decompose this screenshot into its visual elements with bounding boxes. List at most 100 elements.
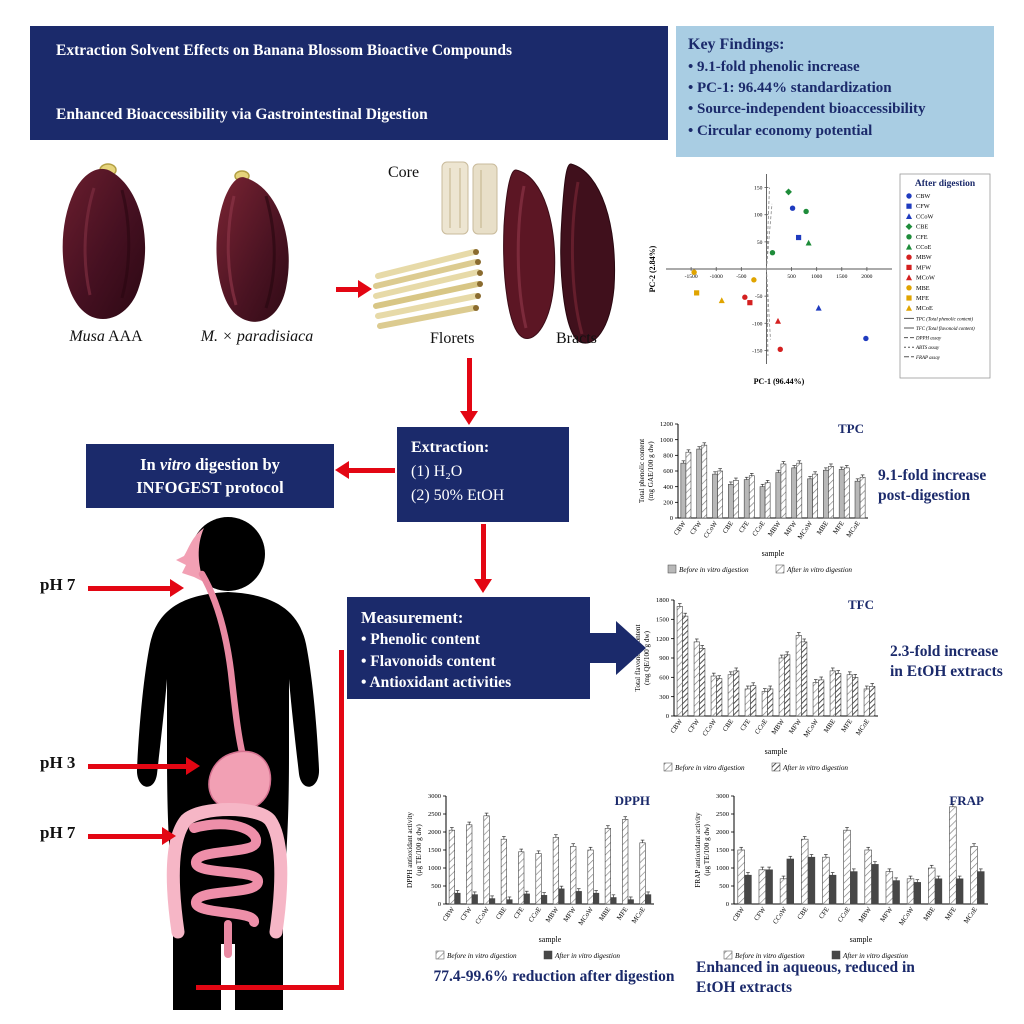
svg-text:1000: 1000 bbox=[811, 274, 822, 280]
svg-text:MFW: MFW bbox=[563, 906, 578, 924]
svg-text:MFE: MFE bbox=[916, 295, 929, 302]
svg-text:After digestion: After digestion bbox=[915, 179, 976, 189]
ph-stomach-text: pH 3 bbox=[40, 753, 76, 772]
svg-text:MBW: MBW bbox=[858, 906, 874, 924]
ph-mouth-text: pH 7 bbox=[40, 575, 76, 594]
pca-chart: -1500 -1000 -500 500 1000 1500 2000 -150 -100 -50… bbox=[646, 168, 996, 390]
musa-italic: Musa bbox=[69, 328, 105, 345]
svg-text:1500: 1500 bbox=[428, 847, 441, 854]
extraction-item-etoh: (2) 50% EtOH bbox=[411, 487, 505, 504]
svg-text:2000: 2000 bbox=[428, 829, 441, 836]
digestion-box: In vitro digestion by INFOGEST protocol bbox=[86, 444, 334, 508]
svg-text:MBE: MBE bbox=[923, 906, 937, 922]
digestion-post: digestion by bbox=[190, 454, 280, 474]
svg-text:FRAP antioxidant activity: FRAP antioxidant activity bbox=[694, 812, 702, 888]
svg-text:MCoE: MCoE bbox=[855, 718, 871, 737]
extraction-item-water: (1) H₂O bbox=[411, 463, 463, 480]
svg-text:CBW: CBW bbox=[442, 906, 457, 923]
frap-chart: 0 500 1000 1500 2000 2500 3000 CBW CFW CCoW CBE CFE… bbox=[692, 780, 994, 964]
key-finding-item: • Source-independent bioaccessibility bbox=[688, 101, 926, 118]
svg-text:TFC (Total flavonoid content): TFC (Total flavonoid content) bbox=[916, 327, 975, 332]
svg-text:FRAP: FRAP bbox=[949, 793, 984, 808]
specimen-label-musa-aaa: Musa AAA bbox=[36, 328, 176, 346]
svg-text:100: 100 bbox=[754, 213, 763, 219]
svg-text:3000: 3000 bbox=[428, 793, 441, 800]
svg-text:CCoW: CCoW bbox=[772, 906, 789, 926]
dpph-annotation-text: 77.4-99.6% reduction after digestion bbox=[433, 968, 675, 985]
svg-text:MCoW: MCoW bbox=[797, 520, 815, 541]
florets-text: Florets bbox=[430, 330, 475, 347]
svg-text:3000: 3000 bbox=[716, 793, 729, 800]
svg-text:CCoE: CCoE bbox=[916, 244, 932, 251]
title-line-2: Enhanced Bioaccessibility via Gastrointe… bbox=[56, 106, 428, 123]
parts-to-extraction-arrow bbox=[467, 358, 472, 412]
svg-text:MCoW: MCoW bbox=[578, 906, 596, 927]
svg-text:TPC: TPC bbox=[838, 421, 864, 436]
parts-to-extraction-arrowhead bbox=[460, 411, 478, 425]
svg-text:MFE: MFE bbox=[944, 906, 958, 921]
extraction-title: Extraction: bbox=[411, 439, 490, 456]
ph7-intestine-arrow bbox=[88, 834, 164, 839]
measurement-box: Measurement: • Phenolic content • Flavon… bbox=[347, 597, 590, 699]
title-banner: Extraction Solvent Effects on Banana Blo… bbox=[30, 26, 668, 140]
svg-text:(mg GAE/100 g dw): (mg GAE/100 g dw) bbox=[647, 441, 655, 501]
digestion-pre: In bbox=[140, 454, 160, 474]
dpph-annotation: 77.4-99.6% reduction after digestion bbox=[398, 968, 710, 986]
svg-text:DPPH assay: DPPH assay bbox=[915, 337, 942, 342]
svg-text:MCoE: MCoE bbox=[916, 305, 933, 312]
svg-text:After in vitro digestion: After in vitro digestion bbox=[782, 764, 848, 772]
svg-text:CFW: CFW bbox=[916, 203, 930, 210]
svg-text:900: 900 bbox=[659, 655, 669, 662]
dpph-chart: 0 500 1000 1500 2000 2500 3000 CBW CFW CCoW CBE CFE… bbox=[404, 780, 660, 964]
ph-label-intestine: pH 7 bbox=[40, 823, 75, 843]
svg-text:CCoW: CCoW bbox=[916, 213, 934, 220]
ph7-mouth-arrow bbox=[88, 586, 172, 591]
part-label-florets: Florets bbox=[430, 330, 500, 348]
svg-text:CFE: CFE bbox=[916, 234, 928, 241]
ph-intestine-text: pH 7 bbox=[40, 823, 76, 842]
extraction-to-digestion-arrowhead bbox=[335, 461, 349, 479]
ph7-intestine-arrowhead bbox=[162, 827, 176, 845]
specimen-label-paradisiaca: M. × paradisiaca bbox=[172, 328, 342, 346]
svg-text:MFW: MFW bbox=[916, 264, 931, 271]
svg-text:2000: 2000 bbox=[861, 274, 872, 280]
svg-text:After in vitro digestion: After in vitro digestion bbox=[842, 952, 908, 960]
svg-text:1800: 1800 bbox=[656, 597, 669, 604]
title-line-1: Extraction Solvent Effects on Banana Blo… bbox=[56, 42, 512, 59]
svg-text:CBW: CBW bbox=[670, 718, 685, 735]
plant-parts-image bbox=[373, 161, 616, 344]
svg-text:-1500: -1500 bbox=[685, 274, 698, 280]
ph-label-stomach: pH 3 bbox=[40, 753, 75, 773]
svg-text:MBW: MBW bbox=[767, 520, 783, 538]
tfc-annotation: 2.3-fold increase in EtOH extracts bbox=[890, 642, 1022, 682]
banana-blossoms-image bbox=[62, 163, 289, 322]
svg-text:-100: -100 bbox=[752, 321, 762, 327]
extraction-to-digestion-arrow bbox=[349, 468, 395, 473]
svg-text:CBW: CBW bbox=[673, 520, 688, 537]
svg-text:MBW: MBW bbox=[545, 906, 561, 924]
tpc-annotation: 9.1-fold increase post-digestion bbox=[878, 466, 1020, 506]
frap-annotation-line1: Enhanced in aqueous, reduced in bbox=[696, 959, 915, 976]
svg-text:MBE: MBE bbox=[816, 520, 830, 536]
tpc-annotation-line2: post-digestion bbox=[878, 487, 971, 505]
svg-text:CBW: CBW bbox=[732, 906, 747, 923]
tpc-annotation-line1: 9.1-fold increase bbox=[878, 467, 987, 484]
svg-text:Before in vitro digestion: Before in vitro digestion bbox=[447, 952, 517, 960]
key-findings-title: Key Findings: bbox=[688, 36, 785, 53]
measurement-item: • Phenolic content bbox=[361, 631, 481, 649]
svg-text:sample: sample bbox=[765, 747, 788, 756]
tfc-annotation-line1: 2.3-fold increase bbox=[890, 643, 999, 660]
svg-text:MBW: MBW bbox=[916, 254, 932, 261]
svg-text:800: 800 bbox=[663, 453, 673, 460]
ph-label-mouth: pH 7 bbox=[40, 575, 75, 595]
svg-text:0: 0 bbox=[438, 901, 441, 908]
svg-text:MFW: MFW bbox=[783, 520, 798, 538]
svg-text:MCoE: MCoE bbox=[631, 906, 647, 925]
extraction-to-measurement-arrowhead bbox=[474, 579, 492, 593]
svg-text:CFE: CFE bbox=[818, 906, 831, 920]
ph3-stomach-arrowhead bbox=[186, 757, 200, 775]
svg-text:-50: -50 bbox=[755, 294, 763, 300]
extraction-to-measurement-arrow bbox=[481, 524, 486, 580]
svg-text:DPPH: DPPH bbox=[615, 793, 650, 808]
svg-text:After in vitro digestion: After in vitro digestion bbox=[554, 952, 620, 960]
